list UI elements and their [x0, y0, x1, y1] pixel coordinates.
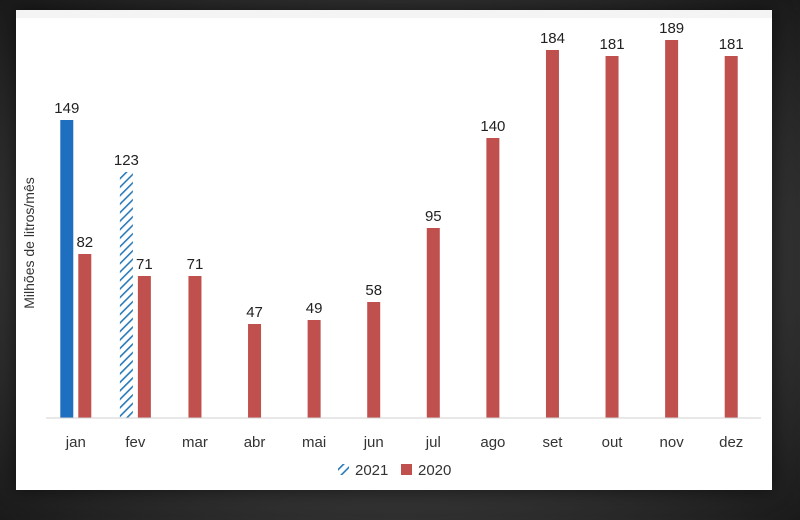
legend: 2021 2020: [338, 462, 451, 479]
bar-2020-mar: [188, 276, 202, 418]
x-tick-label-fev: fev: [125, 434, 146, 451]
value-label-2020-nov: 189: [659, 20, 684, 37]
bar-2020-fev: [137, 276, 151, 418]
bar-2021-fev: [119, 172, 133, 418]
value-label-2020-fev: 71: [136, 256, 153, 273]
value-label-2021-fev: 123: [114, 152, 139, 169]
bar-chart: 149 82 123 71 71 47 49 58 95 140 184 181 189 181 jan f…: [21, 20, 761, 479]
y-axis-label: Milhões de litros/mês: [21, 177, 37, 309]
x-tick-label-nov: nov: [660, 434, 685, 451]
value-label-2020-jan: 82: [76, 234, 93, 251]
value-labels-layer: 149 82 123 71 71 47 49 58 95 140 184 181 189 181: [54, 20, 743, 321]
x-tick-label-mai: mai: [302, 434, 326, 451]
chart-panel: 149 82 123 71 71 47 49 58 95 140 184 181 189 181 jan f…: [16, 10, 772, 490]
bar-2020-set: [545, 50, 559, 418]
bar-2020-jan: [78, 254, 92, 418]
x-tick-label-abr: abr: [244, 434, 266, 451]
legend-swatch-2020: [401, 464, 412, 475]
bar-2021-jan: [60, 120, 74, 418]
x-tick-labels-layer: jan fev mar abr mai jun jul ago set out nov dez: [65, 434, 744, 451]
x-tick-label-jan: jan: [65, 434, 86, 451]
value-label-2020-set: 184: [540, 30, 565, 47]
x-tick-label-mar: mar: [182, 434, 208, 451]
value-label-2020-mai: 49: [306, 300, 323, 317]
x-tick-label-set: set: [542, 434, 563, 451]
cropped-top-edge: [16, 10, 772, 18]
bar-2020-abr: [248, 324, 262, 418]
bar-2020-ago: [486, 138, 500, 418]
bars-layer: [60, 40, 738, 418]
x-tick-label-jun: jun: [363, 434, 384, 451]
x-tick-label-jul: jul: [425, 434, 441, 451]
bar-2020-jun: [367, 302, 381, 418]
bar-2020-out: [605, 56, 619, 418]
x-tick-label-dez: dez: [719, 434, 743, 451]
bar-2020-nov: [665, 40, 679, 418]
x-tick-label-out: out: [602, 434, 624, 451]
value-label-2021-jan: 149: [54, 100, 79, 117]
legend-label-2020: 2020: [418, 462, 451, 479]
value-label-2020-abr: 47: [246, 304, 263, 321]
value-label-2020-jun: 58: [365, 282, 382, 299]
value-label-2020-jul: 95: [425, 208, 442, 225]
legend-label-2021: 2021: [355, 462, 388, 479]
bar-2020-jul: [426, 228, 440, 418]
value-label-2020-dez: 181: [719, 36, 744, 53]
bar-2020-dez: [724, 56, 738, 418]
bar-2020-mai: [307, 320, 321, 418]
value-label-2020-out: 181: [600, 36, 625, 53]
x-tick-label-ago: ago: [480, 434, 505, 451]
legend-swatch-2021: [338, 464, 349, 475]
value-label-2020-mar: 71: [187, 256, 204, 273]
value-label-2020-ago: 140: [480, 118, 505, 135]
